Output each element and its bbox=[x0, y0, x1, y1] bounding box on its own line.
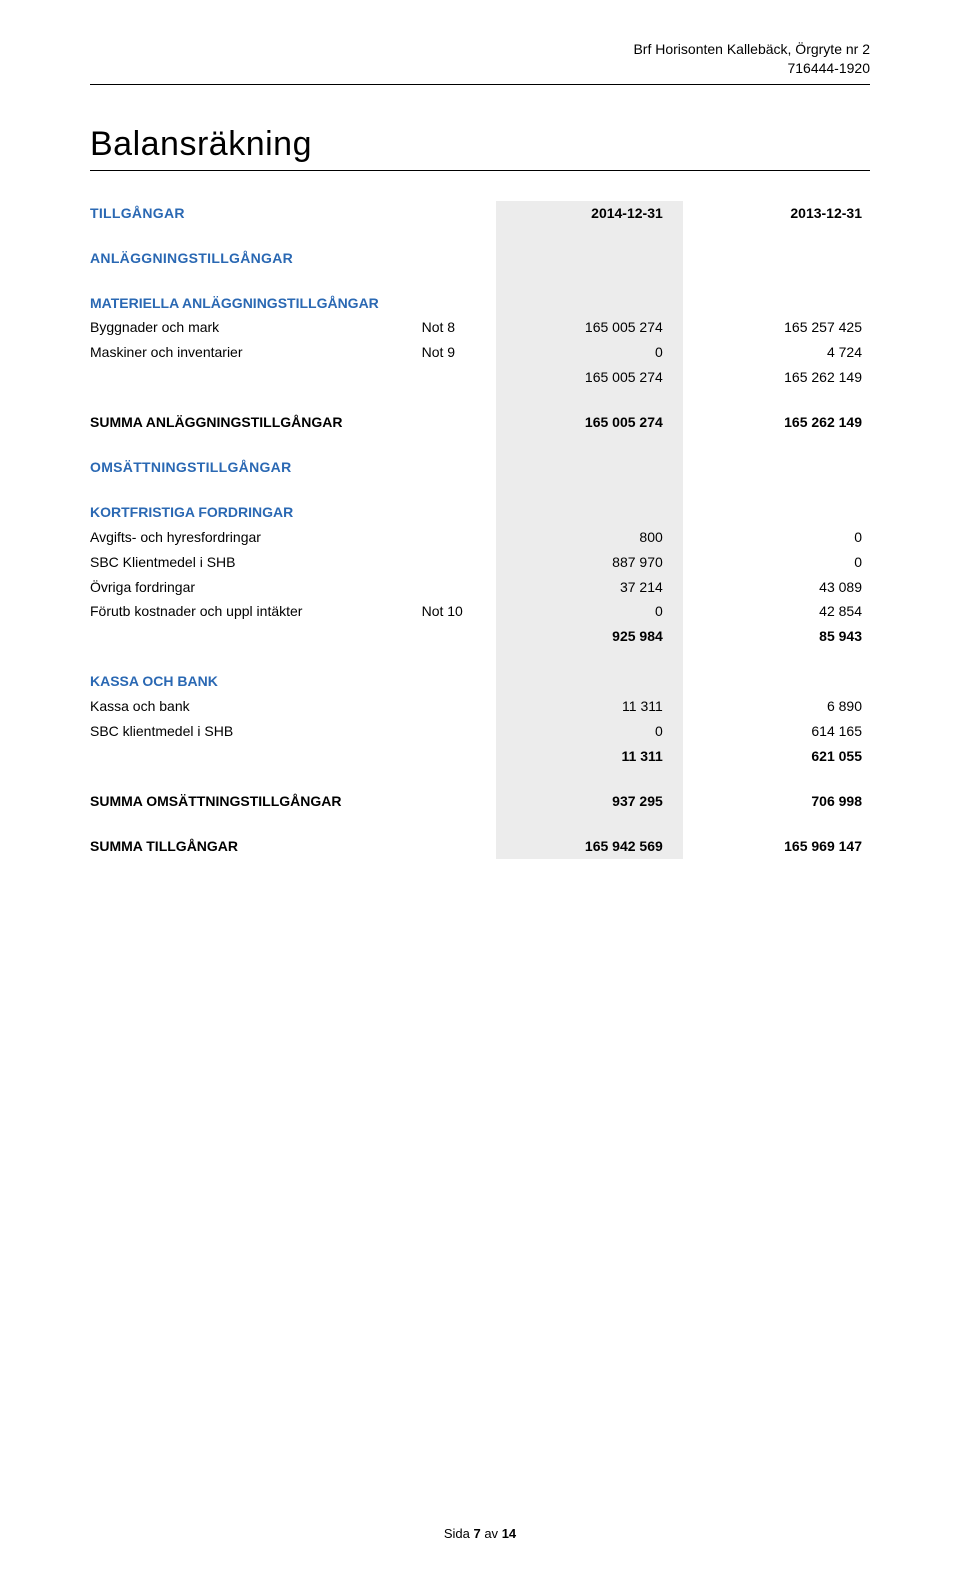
cell-y2: 165 262 149 bbox=[683, 365, 870, 390]
row-materiella-subtotal: 165 005 274 165 262 149 bbox=[90, 365, 870, 390]
row-kassa-bank: Kassa och bank 11 311 6 890 bbox=[90, 694, 870, 719]
cell-y2: 165 257 425 bbox=[683, 315, 870, 340]
spacer bbox=[90, 814, 870, 834]
heading-summa-oms: SUMMA OMSÄTTNINGSTILLGÅNGAR bbox=[90, 789, 496, 814]
footer-prefix: Sida bbox=[444, 1526, 474, 1541]
cell-note: Not 8 bbox=[418, 315, 496, 340]
cell-y1: 165 942 569 bbox=[496, 834, 683, 859]
spacer bbox=[90, 480, 870, 500]
footer-page-current: 7 bbox=[473, 1526, 480, 1541]
footer-mid: av bbox=[481, 1526, 502, 1541]
cell-y1: 800 bbox=[496, 525, 683, 550]
heading-kassa: KASSA OCH BANK bbox=[90, 669, 496, 694]
page-footer: Sida 7 av 14 bbox=[0, 1526, 960, 1541]
row-summa-tillgangar: SUMMA TILLGÅNGAR 165 942 569 165 969 147 bbox=[90, 834, 870, 859]
balance-sheet-table: TILLGÅNGAR 2014-12-31 2013-12-31 ANLÄGGN… bbox=[90, 201, 870, 859]
cell-y2: 42 854 bbox=[683, 599, 870, 624]
cell-note: Not 10 bbox=[418, 599, 496, 624]
cell-label: Kassa och bank bbox=[90, 694, 418, 719]
spacer bbox=[90, 769, 870, 789]
footer-page-total: 14 bbox=[502, 1526, 516, 1541]
cell-y1: 11 311 bbox=[496, 744, 683, 769]
cell-y1: 165 005 274 bbox=[496, 410, 683, 435]
row-sbc-klientmedel: SBC Klientmedel i SHB 887 970 0 bbox=[90, 550, 870, 575]
cell-y2: 614 165 bbox=[683, 719, 870, 744]
heading-anlaggning: ANLÄGGNINGSTILLGÅNGAR bbox=[90, 246, 496, 271]
row-ovriga-fordringar: Övriga fordringar 37 214 43 089 bbox=[90, 575, 870, 600]
cell-y1: 937 295 bbox=[496, 789, 683, 814]
cell-label: SBC Klientmedel i SHB bbox=[90, 550, 418, 575]
cell-y2: 165 969 147 bbox=[683, 834, 870, 859]
row-byggnader: Byggnader och mark Not 8 165 005 274 165… bbox=[90, 315, 870, 340]
row-materiella-header: MATERIELLA ANLÄGGNINGSTILLGÅNGAR bbox=[90, 291, 870, 316]
cell-y1: 0 bbox=[496, 599, 683, 624]
row-kassa-header: KASSA OCH BANK bbox=[90, 669, 870, 694]
row-summa-omsattning: SUMMA OMSÄTTNINGSTILLGÅNGAR 937 295 706 … bbox=[90, 789, 870, 814]
cell-y2: 621 055 bbox=[683, 744, 870, 769]
cell-y2: 0 bbox=[683, 525, 870, 550]
row-kassa-subtotal: 11 311 621 055 bbox=[90, 744, 870, 769]
cell-y2: 165 262 149 bbox=[683, 410, 870, 435]
cell-label: Byggnader och mark bbox=[90, 315, 418, 340]
cell-label: Avgifts- och hyresfordringar bbox=[90, 525, 418, 550]
cell-y1: 0 bbox=[496, 719, 683, 744]
row-maskiner: Maskiner och inventarier Not 9 0 4 724 bbox=[90, 340, 870, 365]
org-name: Brf Horisonten Kallebäck, Örgryte nr 2 bbox=[90, 40, 870, 59]
spacer bbox=[90, 390, 870, 410]
page-title: Balansräkning bbox=[90, 125, 870, 164]
row-tillgangar-header: TILLGÅNGAR 2014-12-31 2013-12-31 bbox=[90, 201, 870, 226]
row-anlaggning-header: ANLÄGGNINGSTILLGÅNGAR bbox=[90, 246, 870, 271]
cell-y2: 706 998 bbox=[683, 789, 870, 814]
row-omsattning-header: OMSÄTTNINGSTILLGÅNGAR bbox=[90, 455, 870, 480]
col-year2: 2013-12-31 bbox=[683, 201, 870, 226]
cell-y1: 925 984 bbox=[496, 624, 683, 649]
row-kortfristiga-header: KORTFRISTIGA FORDRINGAR bbox=[90, 500, 870, 525]
cell-y2: 43 089 bbox=[683, 575, 870, 600]
heading-materiella: MATERIELLA ANLÄGGNINGSTILLGÅNGAR bbox=[90, 291, 496, 316]
cell-label: SBC klientmedel i SHB bbox=[90, 719, 418, 744]
cell-note: Not 9 bbox=[418, 340, 496, 365]
header-rule bbox=[90, 84, 870, 85]
cell-y2: 85 943 bbox=[683, 624, 870, 649]
cell-y1: 165 005 274 bbox=[496, 365, 683, 390]
row-kortfristiga-subtotal: 925 984 85 943 bbox=[90, 624, 870, 649]
heading-summa-anl: SUMMA ANLÄGGNINGSTILLGÅNGAR bbox=[90, 410, 496, 435]
spacer bbox=[90, 435, 870, 455]
spacer bbox=[90, 649, 870, 669]
cell-label: Övriga fordringar bbox=[90, 575, 418, 600]
heading-kortfristiga: KORTFRISTIGA FORDRINGAR bbox=[90, 500, 496, 525]
cell-y1: 11 311 bbox=[496, 694, 683, 719]
heading-summa-till: SUMMA TILLGÅNGAR bbox=[90, 834, 496, 859]
org-number: 716444-1920 bbox=[90, 59, 870, 78]
heading-tillgangar: TILLGÅNGAR bbox=[90, 201, 418, 226]
cell-label: Maskiner och inventarier bbox=[90, 340, 418, 365]
page-container: Brf Horisonten Kallebäck, Örgryte nr 2 7… bbox=[0, 0, 960, 1571]
col-year1: 2014-12-31 bbox=[496, 201, 683, 226]
cell-y1: 887 970 bbox=[496, 550, 683, 575]
document-header: Brf Horisonten Kallebäck, Örgryte nr 2 7… bbox=[90, 40, 870, 78]
cell-y1: 37 214 bbox=[496, 575, 683, 600]
cell-y2: 6 890 bbox=[683, 694, 870, 719]
heading-omsattning: OMSÄTTNINGSTILLGÅNGAR bbox=[90, 455, 496, 480]
cell-y2: 0 bbox=[683, 550, 870, 575]
title-rule bbox=[90, 170, 870, 171]
row-sbc-klientmedel-shb: SBC klientmedel i SHB 0 614 165 bbox=[90, 719, 870, 744]
cell-y1: 0 bbox=[496, 340, 683, 365]
row-summa-anlaggning: SUMMA ANLÄGGNINGSTILLGÅNGAR 165 005 274 … bbox=[90, 410, 870, 435]
cell-y2: 4 724 bbox=[683, 340, 870, 365]
spacer bbox=[90, 271, 870, 291]
spacer bbox=[90, 226, 870, 246]
row-forutb-kostnader: Förutb kostnader och uppl intäkter Not 1… bbox=[90, 599, 870, 624]
cell-y1: 165 005 274 bbox=[496, 315, 683, 340]
cell-label: Förutb kostnader och uppl intäkter bbox=[90, 599, 418, 624]
row-avgifts: Avgifts- och hyresfordringar 800 0 bbox=[90, 525, 870, 550]
